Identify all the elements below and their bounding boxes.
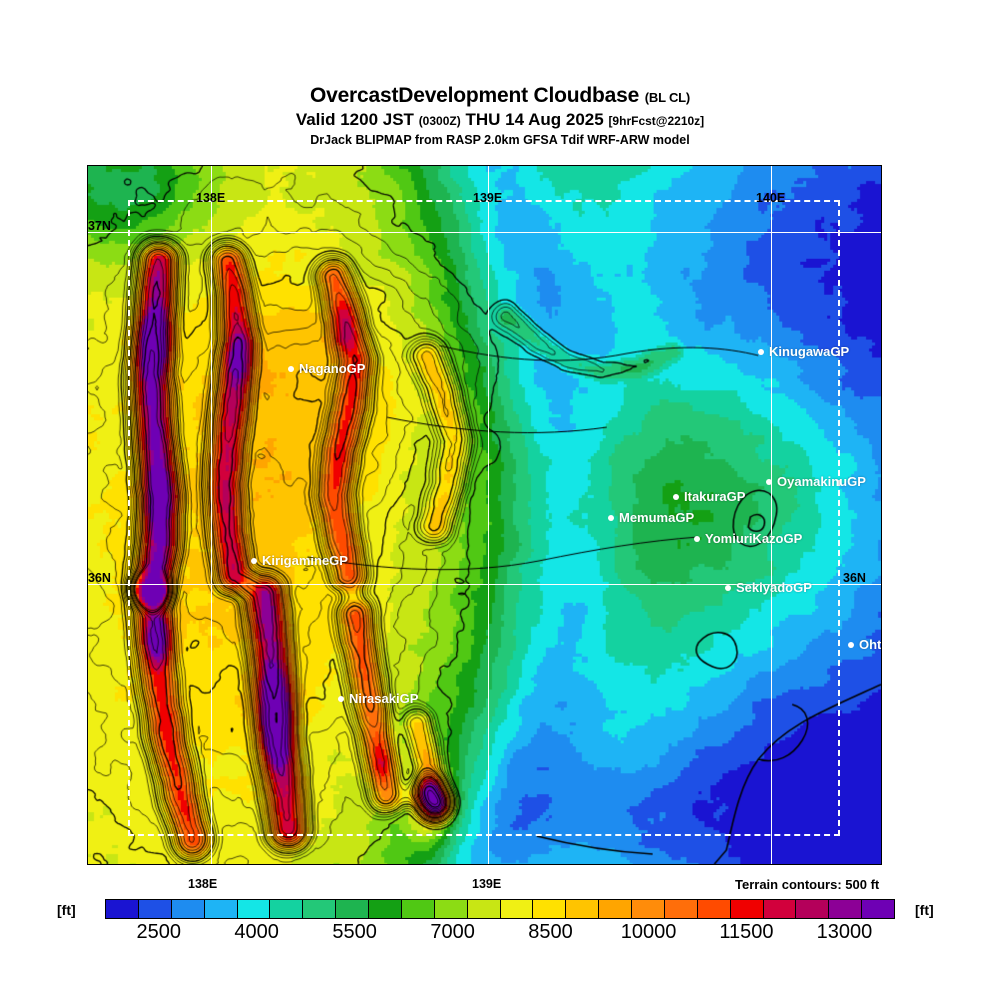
station-dot-icon	[725, 584, 731, 591]
station-dot-icon	[338, 695, 344, 702]
colorbar-segment-17	[664, 900, 698, 918]
colorbar-segment-3	[204, 900, 238, 918]
station-marker-ItakuraGP[interactable]: ItakuraGP	[673, 488, 745, 504]
title-main-text: OvercastDevelopment Cloudbase	[309, 84, 640, 107]
colorbar-segment-5	[270, 900, 304, 918]
station-label: MemumaGP	[619, 510, 695, 526]
station-label: ItakuraGP	[684, 489, 746, 505]
valid-date: THU 14 Aug 2025	[465, 110, 604, 129]
colorbar-segment-2	[171, 900, 205, 918]
axis-label-138E: 138E	[188, 877, 218, 891]
station-dot-icon	[673, 493, 679, 500]
title-block: OvercastDevelopment Cloudbase (BL CL) Va…	[0, 84, 1000, 147]
station-label: SekiyadoGP	[736, 580, 812, 596]
axis-label-139E: 139E	[472, 877, 502, 891]
colorbar-tick-8500: 8500	[528, 921, 573, 943]
colorbar-tick-10000: 10000	[620, 921, 677, 943]
station-marker-NirasakiGP[interactable]: NirasakiGP	[338, 690, 418, 706]
colorbar-segment-22	[829, 900, 863, 918]
colorbar-segment-10	[434, 900, 468, 918]
station-dot-icon	[694, 535, 700, 542]
valid-time-line: Valid 1200 JST (0300Z) THU 14 Aug 2025 […	[0, 110, 1000, 130]
graticule-line-3	[88, 232, 881, 233]
station-label: KirigamineGP	[262, 553, 348, 569]
map-coord-label-36N: 36N	[88, 571, 111, 585]
station-marker-Ohtone[interactable]: Ohtone	[848, 636, 882, 653]
station-dot-icon	[608, 514, 614, 521]
colorbar-segment-12	[500, 900, 534, 918]
colorbar-segment-14	[566, 900, 600, 918]
station-marker-MemumaGP[interactable]: MemumaGP	[608, 509, 694, 525]
map-coord-label-138E: 138E	[196, 191, 226, 205]
colorbar-tick-7000: 7000	[430, 921, 475, 943]
station-marker-OyamakinuGP[interactable]: OyamakinuGP	[766, 473, 866, 489]
colorbar-tick-2500: 2500	[136, 921, 181, 943]
colorbar-segment-16	[632, 900, 665, 918]
station-label: FujigawaGP	[392, 864, 466, 865]
colorbar-segment-7	[336, 900, 369, 918]
station-dot-icon	[848, 641, 854, 648]
forecast-hour-tag: [9hrFcst@2210z]	[608, 114, 705, 128]
colorbar-segment-0	[106, 900, 139, 918]
map-coord-label-36N: 36N	[843, 571, 866, 585]
map-coord-label-140E: 140E	[756, 191, 786, 205]
station-label: KinugawaGP	[769, 344, 850, 360]
colorbar-segment-19	[730, 900, 764, 918]
colorbar-segment-8	[369, 900, 402, 918]
map-coord-label-37N: 37N	[88, 219, 111, 233]
graticule-line-0	[211, 166, 212, 864]
map-coord-label-139E: 139E	[473, 191, 503, 205]
colorbar[interactable]	[105, 899, 895, 919]
colorbar-tick-4000: 4000	[234, 921, 279, 943]
station-label: Ohtone	[859, 637, 882, 653]
station-marker-NaganoGP[interactable]: NaganoGP	[288, 360, 365, 376]
station-label: NaganoGP	[299, 361, 366, 377]
station-marker-YomiuriKazoGP[interactable]: YomiuriKazoGP	[694, 530, 802, 546]
model-source-line: DrJack BLIPMAP from RASP 2.0km GFSA Tdif…	[310, 133, 690, 147]
terrain-contour-note: Terrain contours: 500 ft	[735, 877, 880, 892]
station-dot-icon	[766, 478, 772, 485]
colorbar-segment-1	[138, 900, 172, 918]
valid-time-local: Valid 1200 JST	[295, 110, 414, 129]
colorbar-segment-6	[303, 900, 337, 918]
station-marker-SekiyadoGP[interactable]: SekiyadoGP	[725, 579, 812, 595]
graticule-line-1	[488, 166, 489, 864]
cloudbase-raster-layer	[88, 166, 881, 864]
station-dot-icon	[758, 348, 764, 355]
colorbar-tick-11500: 11500	[719, 921, 774, 943]
station-dot-icon	[288, 365, 294, 372]
colorbar-segment-21	[796, 900, 830, 918]
colorbar-segment-9	[401, 900, 435, 918]
station-marker-KirigamineGP[interactable]: KirigamineGP	[251, 552, 348, 568]
colorbar-tick-13000: 13000	[816, 921, 873, 943]
station-marker-KinugawaGP[interactable]: KinugawaGP	[758, 343, 849, 359]
station-dot-icon	[251, 557, 257, 564]
station-label: YomiuriKazoGP	[705, 531, 803, 547]
colorbar-tick-labels: 2500 4000 5500 7000 8500 10000 11500 13000	[105, 921, 895, 947]
graticule-line-4	[88, 584, 881, 585]
title-parameter-code: (BL CL)	[644, 90, 691, 105]
model-domain-boundary	[128, 200, 840, 836]
colorbar-segment-4	[237, 900, 271, 918]
station-label: NirasakiGP	[349, 691, 419, 707]
forecast-map[interactable]: 138E 139E 140E 37N 36N 36N NaganoGP KinugawaGP…	[87, 165, 882, 865]
colorbar-segment-15	[599, 900, 632, 918]
colorbar-segment-11	[467, 900, 501, 918]
colorbar-segment-13	[533, 900, 567, 918]
colorbar-segment-20	[763, 900, 797, 918]
colorbar-unit-right: [ft]	[915, 902, 934, 918]
colorbar-segment-23	[862, 900, 894, 918]
colorbar-unit-left: [ft]	[57, 902, 76, 918]
colorbar-tick-5500: 5500	[332, 921, 377, 943]
colorbar-segment-18	[697, 900, 731, 918]
page-title: OvercastDevelopment Cloudbase (BL CL)	[0, 84, 1000, 108]
valid-time-utc: (0300Z)	[418, 114, 461, 128]
station-label: OyamakinuGP	[777, 474, 866, 490]
graticule-line-2	[771, 166, 772, 864]
station-marker-FujigawaGP[interactable]: FujigawaGP	[381, 863, 466, 865]
